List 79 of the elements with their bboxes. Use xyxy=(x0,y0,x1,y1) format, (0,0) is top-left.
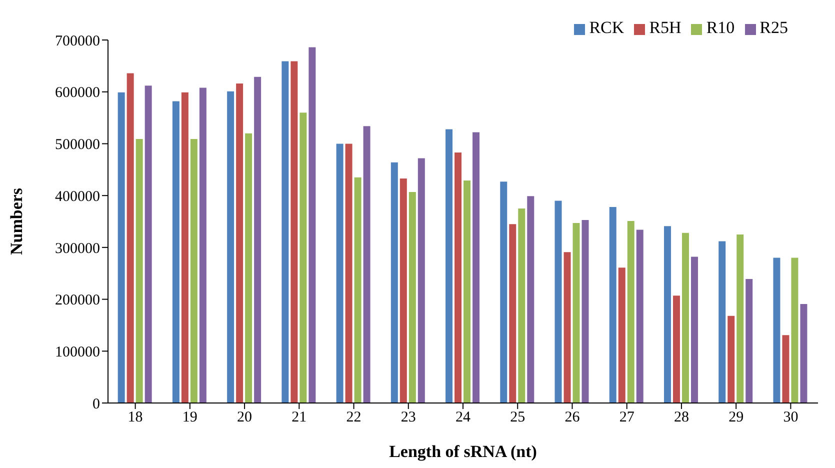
bar xyxy=(472,132,480,403)
x-tick-label: 26 xyxy=(564,410,580,426)
x-tick-label: 20 xyxy=(237,410,252,426)
bar xyxy=(245,133,252,403)
bar xyxy=(336,144,344,403)
bar xyxy=(664,226,671,403)
x-tick-label: 19 xyxy=(182,410,198,426)
bar xyxy=(636,230,644,403)
bar xyxy=(773,258,780,403)
y-tick-label: 0 xyxy=(92,396,100,412)
x-tick-label: 21 xyxy=(292,410,307,426)
legend-label: RCK xyxy=(589,18,624,37)
bar xyxy=(363,126,370,403)
bar xyxy=(308,47,316,403)
bar xyxy=(199,88,206,403)
bar xyxy=(190,139,198,403)
bar xyxy=(354,177,362,403)
bar xyxy=(464,180,471,403)
bar xyxy=(418,158,425,403)
bar xyxy=(728,316,735,403)
bar xyxy=(136,139,143,403)
bar xyxy=(300,112,307,403)
bar xyxy=(181,92,188,403)
bar xyxy=(144,86,152,403)
x-tick-label: 22 xyxy=(346,410,362,426)
y-tick-label: 700000 xyxy=(55,33,100,50)
bar xyxy=(582,220,589,403)
bar xyxy=(682,232,689,403)
bar xyxy=(572,223,580,403)
bar xyxy=(736,234,744,403)
bar xyxy=(172,101,180,403)
y-tick-label: 600000 xyxy=(55,85,100,102)
legend-label: R10 xyxy=(706,18,735,37)
bar xyxy=(126,73,134,403)
bar xyxy=(500,182,508,403)
x-tick-label: 23 xyxy=(400,410,416,426)
x-tick-label: 30 xyxy=(783,410,798,426)
y-tick-label: 100000 xyxy=(55,344,100,360)
bar xyxy=(782,335,790,403)
bar xyxy=(282,61,289,403)
legend-label: R5H xyxy=(649,18,682,37)
bar xyxy=(564,252,571,403)
bar xyxy=(446,129,453,403)
bar xyxy=(400,178,407,403)
legend-label: R25 xyxy=(760,18,788,37)
bar xyxy=(618,268,626,403)
y-axis-title: Numbers xyxy=(7,188,26,256)
bar xyxy=(718,241,726,403)
bar xyxy=(609,206,616,403)
x-tick-label: 29 xyxy=(728,410,744,426)
x-tick-label: 25 xyxy=(510,410,526,426)
bar xyxy=(227,91,234,403)
bar xyxy=(118,92,125,403)
bar xyxy=(345,144,352,403)
bar xyxy=(800,304,808,403)
x-tick-label: 27 xyxy=(619,410,635,426)
bar xyxy=(627,220,634,403)
bar xyxy=(454,152,462,403)
bar xyxy=(746,279,753,403)
x-tick-label: 28 xyxy=(674,410,689,426)
x-axis-title: Length of sRNA (nt) xyxy=(389,442,537,462)
bar xyxy=(527,196,534,403)
bar xyxy=(390,162,398,403)
bar xyxy=(518,208,526,403)
bar xyxy=(672,296,680,403)
bar xyxy=(236,84,244,403)
y-tick-label: 500000 xyxy=(55,137,100,154)
x-tick-label: 24 xyxy=(456,410,471,426)
bar xyxy=(509,224,516,403)
bar xyxy=(690,256,698,403)
bar xyxy=(791,258,798,403)
y-tick-label: 200000 xyxy=(55,292,100,309)
y-tick-label: 400000 xyxy=(55,188,100,205)
y-tick-label: 300000 xyxy=(55,240,100,257)
x-tick-label: 18 xyxy=(128,410,143,426)
bar xyxy=(408,192,416,403)
bar xyxy=(254,76,262,403)
bar xyxy=(554,200,562,403)
bar xyxy=(290,61,298,403)
